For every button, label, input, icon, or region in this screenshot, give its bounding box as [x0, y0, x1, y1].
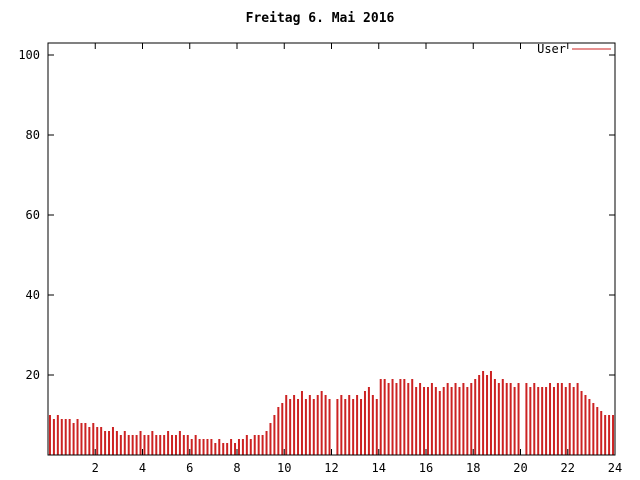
x-tick-label: 20	[513, 461, 527, 475]
x-tick-label: 14	[372, 461, 386, 475]
y-tick-label: 20	[26, 368, 40, 382]
x-tick-label: 18	[466, 461, 480, 475]
bar-series	[48, 371, 615, 455]
x-tick-label: 22	[561, 461, 575, 475]
y-tick-label: 80	[26, 128, 40, 142]
y-tick-label: 60	[26, 208, 40, 222]
x-tick-label: 2	[92, 461, 99, 475]
legend-label: User	[537, 42, 566, 56]
y-tick-label: 40	[26, 288, 40, 302]
x-tick-label: 12	[324, 461, 338, 475]
x-tick-label: 16	[419, 461, 433, 475]
x-tick-label: 24	[608, 461, 622, 475]
x-tick-label: 8	[233, 461, 240, 475]
x-tick-label: 4	[139, 461, 146, 475]
y-tick-label: 100	[18, 48, 40, 62]
x-tick-label: 6	[186, 461, 193, 475]
chart-title: Freitag 6. Mai 2016	[246, 11, 395, 26]
x-tick-label: 10	[277, 461, 291, 475]
